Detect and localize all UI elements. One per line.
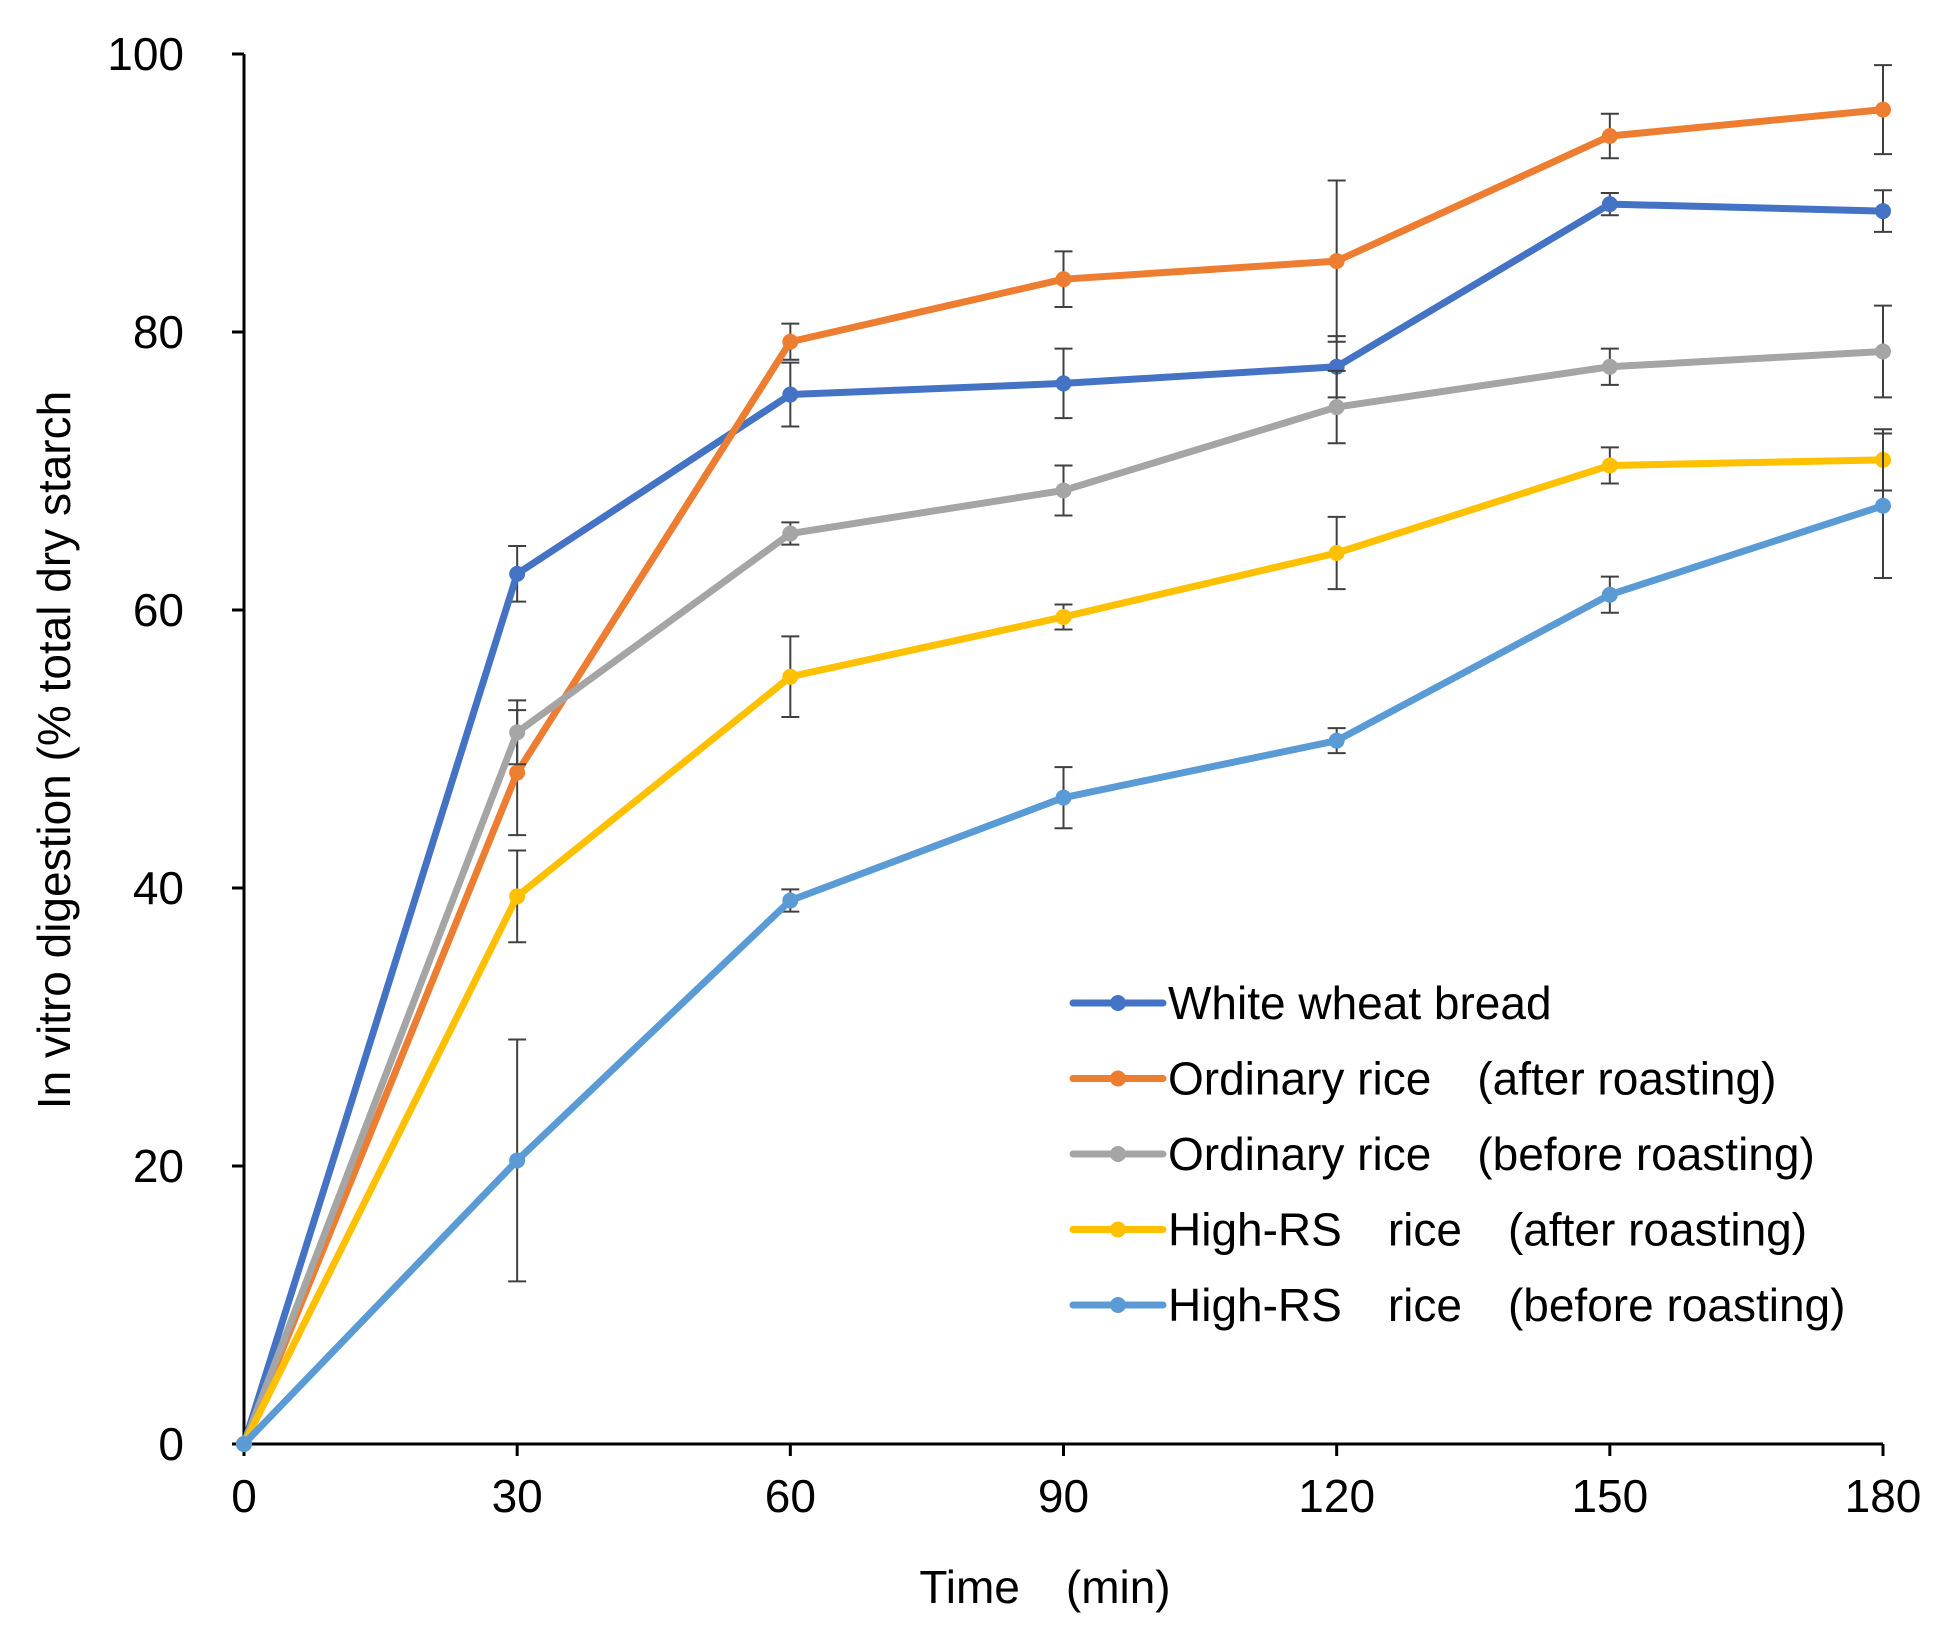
legend-marker xyxy=(1110,995,1126,1011)
y-tick-label: 100 xyxy=(107,28,184,80)
data-point xyxy=(1328,545,1345,562)
y-tick-label: 40 xyxy=(133,862,184,914)
x-tick-label: 90 xyxy=(1038,1470,1089,1522)
legend-marker xyxy=(1110,1221,1126,1238)
y-tick-label: 60 xyxy=(133,584,184,636)
legend-item: White wheat bread xyxy=(1069,977,1552,1029)
data-point xyxy=(1328,399,1345,416)
data-point xyxy=(1055,789,1072,806)
legend: White wheat bread Ordinary rice (after ro… xyxy=(1069,977,1845,1331)
x-tick-label: 180 xyxy=(1845,1470,1922,1522)
data-point xyxy=(1601,586,1618,603)
series-3 xyxy=(236,304,1892,1452)
legend-item: High-RS rice (before roasting) xyxy=(1069,1279,1845,1331)
data-point xyxy=(1875,101,1891,118)
y-tick-label: 0 xyxy=(158,1418,184,1470)
data-point xyxy=(1601,358,1618,375)
data-point xyxy=(509,724,526,741)
data-point xyxy=(782,386,799,403)
data-point xyxy=(1875,497,1891,514)
axes: 0 20 40 60 80 100 0 30 60 90 120 150 180 xyxy=(107,28,1921,1522)
data-point xyxy=(1328,732,1345,749)
series-layer xyxy=(236,64,1892,1452)
x-tick-label: 0 xyxy=(231,1470,257,1522)
data-point xyxy=(1601,128,1618,145)
legend-label: High-RS rice (before roasting) xyxy=(1168,1279,1845,1331)
data-point xyxy=(509,888,526,905)
data-point xyxy=(1055,271,1072,288)
data-point xyxy=(1055,608,1072,625)
legend-marker xyxy=(1110,1297,1126,1313)
x-axis-title: Time (min) xyxy=(919,1561,1170,1613)
legend-label: Ordinary rice (after roasting) xyxy=(1168,1053,1776,1105)
legend-marker xyxy=(1110,1070,1126,1087)
data-point xyxy=(1328,253,1345,270)
legend-item: High-RS rice (after roasting) xyxy=(1069,1204,1807,1256)
y-tick-label: 20 xyxy=(133,1140,184,1192)
y-tick-label: 80 xyxy=(133,306,184,358)
data-point xyxy=(1601,457,1618,474)
data-point xyxy=(236,1436,252,1452)
data-point xyxy=(509,764,526,781)
data-point xyxy=(782,333,799,350)
data-point xyxy=(1055,375,1072,392)
data-point xyxy=(509,565,526,582)
data-point xyxy=(1601,196,1618,213)
data-point xyxy=(1875,343,1891,360)
data-point xyxy=(782,525,799,542)
series-5 xyxy=(236,432,1892,1452)
legend-marker xyxy=(1110,1146,1126,1162)
data-point xyxy=(1055,482,1072,499)
data-point xyxy=(782,668,799,685)
data-point xyxy=(782,892,799,909)
x-tick-label: 150 xyxy=(1571,1470,1648,1522)
legend-item: Ordinary rice (before roasting) xyxy=(1069,1128,1815,1180)
legend-label: High-RS rice (after roasting) xyxy=(1168,1204,1807,1256)
y-axis-title: In vitro digestion (% total dry starch xyxy=(28,391,80,1109)
data-point xyxy=(1875,203,1891,220)
legend-label: White wheat bread xyxy=(1168,977,1552,1029)
x-tick-label: 60 xyxy=(765,1470,816,1522)
data-point xyxy=(509,1152,526,1169)
x-tick-label: 30 xyxy=(492,1470,543,1522)
legend-label: Ordinary rice (before roasting) xyxy=(1168,1128,1815,1180)
legend-item: Ordinary rice (after roasting) xyxy=(1069,1053,1776,1105)
x-tick-label: 120 xyxy=(1298,1470,1375,1522)
